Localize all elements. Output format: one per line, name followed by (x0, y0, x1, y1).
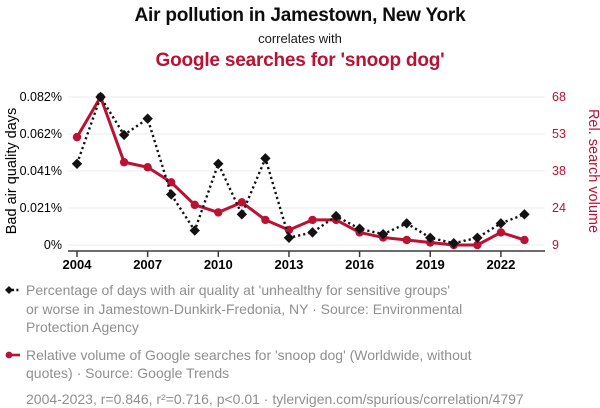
chart-legend: Percentage of days with air quality at '… (5, 281, 580, 408)
svg-text:0.021%: 0.021% (20, 201, 62, 215)
svg-text:53: 53 (552, 127, 566, 141)
air-quality-point (448, 237, 459, 249)
stats-and-source-url: 2004-2023, r=0.846, r²=0.716, p<0.01 · t… (26, 390, 524, 407)
series-search-volume (72, 92, 529, 250)
svg-text:2019: 2019 (416, 257, 445, 272)
search-volume-point (496, 228, 506, 237)
air-quality-point (354, 223, 365, 234)
air-quality-point (472, 232, 483, 243)
chart-area: 2004 2007 2010 2013 2016 2019 2022 0% 0.021% 0.04… (0, 78, 600, 278)
svg-text:2016: 2016 (345, 257, 374, 272)
svg-text:9: 9 (552, 238, 559, 252)
search-volume-point (190, 200, 199, 210)
chart-title-connector: correlates with (258, 31, 342, 46)
legend-label-air-quality: Percentage of days with air quality at '… (26, 282, 463, 335)
search-volume-point (520, 235, 529, 245)
air-quality-point (307, 227, 318, 238)
search-volume-point (119, 158, 129, 167)
black-diamond-dotted-line-icon (5, 286, 20, 294)
svg-text:68: 68 (552, 90, 566, 104)
dual-axis-line-chart: 2004 2007 2010 2013 2016 2019 2022 0% 0.021% 0.04… (4, 90, 600, 272)
chart-title-secondary: Google searches for 'snoop dog' (155, 50, 445, 71)
air-quality-point (377, 228, 389, 240)
svg-text:0.062%: 0.062% (20, 127, 62, 141)
air-quality-point (166, 189, 177, 200)
svg-text:0.082%: 0.082% (20, 90, 62, 104)
air-quality-point (495, 218, 507, 229)
svg-text:2010: 2010 (204, 257, 233, 272)
air-quality-point (401, 218, 412, 229)
search-volume-point (308, 215, 317, 225)
svg-text:38: 38 (552, 164, 566, 178)
search-volume-point (402, 235, 411, 245)
search-volume-point (167, 178, 176, 187)
svg-text:2007: 2007 (133, 257, 162, 272)
air-quality-point (95, 91, 106, 103)
air-quality-point (330, 210, 342, 222)
air-quality-point (71, 158, 83, 169)
air-quality-point (260, 153, 271, 164)
air-quality-point (283, 232, 295, 243)
search-volume-point (261, 215, 270, 225)
search-volume-point (237, 198, 247, 207)
legend-row-search-volume: Relative volume of Google searches for '… (5, 346, 580, 383)
series-air-quality (71, 91, 530, 249)
svg-text:0%: 0% (44, 238, 62, 252)
search-volume-point (72, 132, 82, 142)
search-volume-point (143, 163, 152, 172)
air-quality-point (189, 225, 200, 236)
svg-text:0.041%: 0.041% (20, 164, 62, 178)
air-quality-point (519, 209, 530, 220)
search-volume-point (473, 240, 482, 250)
air-quality-point (213, 158, 224, 169)
red-circle-solid-line-icon (5, 351, 20, 358)
y-axis-right: 9 24 38 53 68 Rel. search volume (552, 90, 600, 252)
svg-text:Rel. search volume: Rel. search volume (585, 109, 600, 233)
chart-title-primary: Air pollution in Jamestown, New York (134, 5, 466, 26)
air-quality-point (425, 232, 436, 243)
x-axis: 2004 2007 2010 2013 2016 2019 2022 (63, 250, 545, 272)
svg-text:2022: 2022 (486, 257, 515, 272)
chart-header: Air pollution in Jamestown, New York cor… (0, 0, 600, 72)
svg-text:24: 24 (552, 201, 566, 215)
air-quality-point (118, 129, 130, 141)
search-volume-point (214, 208, 223, 217)
svg-text:2013: 2013 (274, 257, 303, 272)
svg-text:2004: 2004 (63, 257, 93, 272)
y-axis-left: 0% 0.021% 0.041% 0.062% 0.082%Bad air qualit… (4, 90, 62, 252)
air-quality-point (236, 209, 248, 220)
legend-label-search-volume: Relative volume of Google searches for '… (26, 346, 472, 382)
legend-row-air-quality: Percentage of days with air quality at '… (5, 281, 580, 337)
svg-text:Bad air quality days: Bad air quality days (4, 108, 20, 235)
air-quality-point (142, 113, 153, 124)
